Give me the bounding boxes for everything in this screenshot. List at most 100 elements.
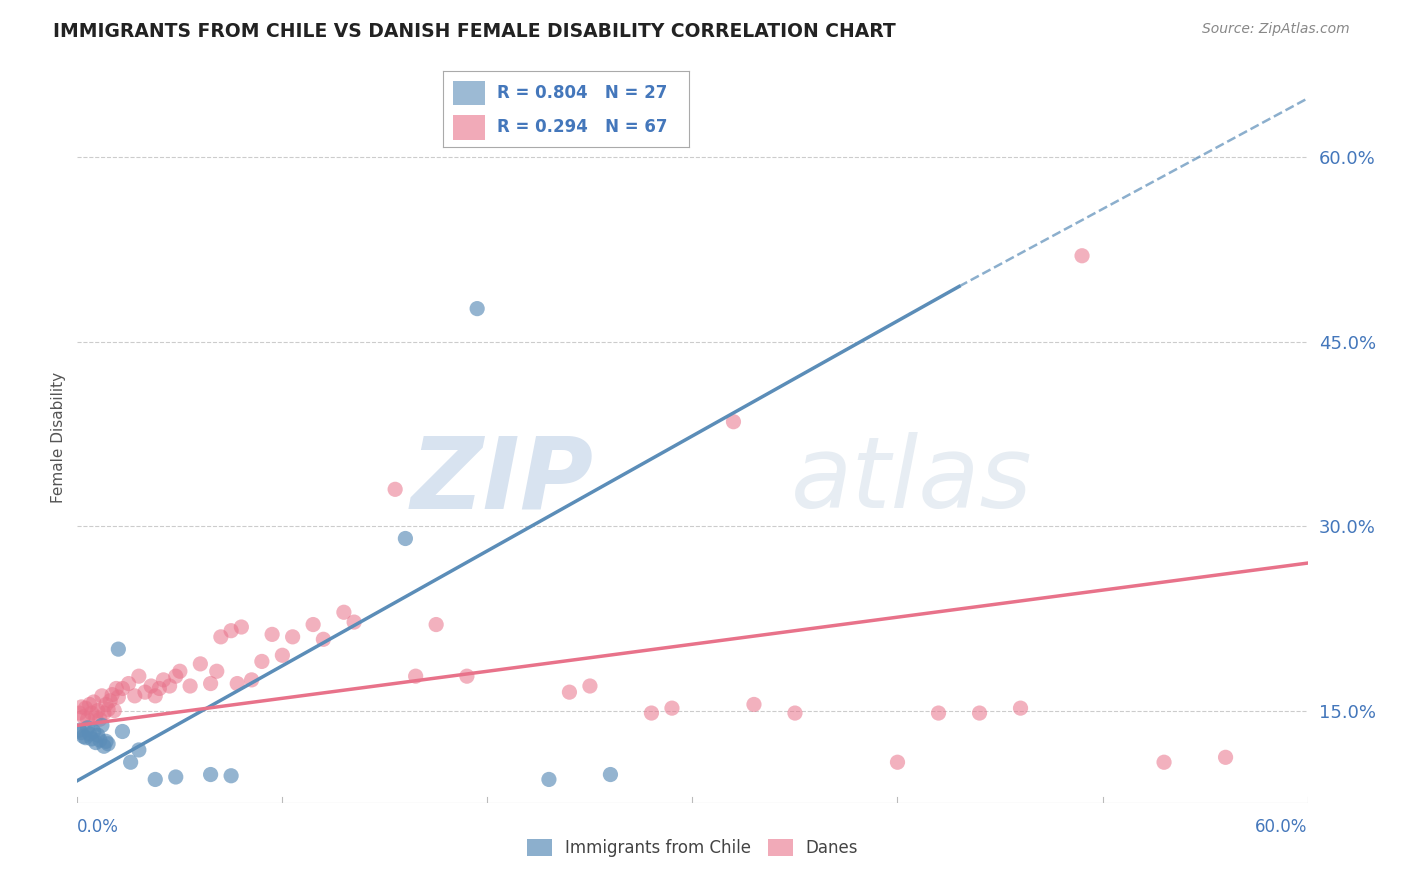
Text: atlas: atlas (792, 433, 1032, 530)
Point (1153, 756, 1175, 770)
Point (97, 702, 120, 716)
Text: Source: ZipAtlas.com: Source: ZipAtlas.com (1202, 22, 1350, 37)
Point (67, 706, 90, 720)
Point (886, 756, 908, 770)
FancyBboxPatch shape (453, 81, 485, 105)
Point (90, 689, 114, 703)
Point (76, 712, 98, 726)
Point (84, 735, 107, 749)
Text: R = 0.294   N = 67: R = 0.294 N = 67 (498, 119, 668, 136)
Point (152, 673, 174, 687)
Text: 60.0%: 60.0% (1256, 818, 1308, 836)
Point (169, 665, 191, 679)
Point (111, 681, 134, 696)
Point (343, 615, 366, 629)
Point (72, 730, 94, 744)
Point (111, 724, 134, 739)
Point (107, 642, 129, 657)
Point (84, 710, 107, 724)
Point (87, 704, 110, 718)
Point (281, 630, 304, 644)
Point (1010, 701, 1032, 715)
Legend: Immigrants from Chile, Danes: Immigrants from Chile, Danes (520, 832, 865, 864)
Point (271, 648, 294, 663)
Point (579, 679, 602, 693)
Point (128, 743, 150, 757)
Point (143, 689, 166, 703)
Point (200, 676, 222, 690)
Text: ZIP: ZIP (411, 433, 595, 530)
Point (928, 706, 950, 720)
Point (117, 676, 139, 690)
Point (90, 718, 114, 732)
Point (79, 727, 101, 741)
Point (124, 689, 146, 703)
Point (83, 724, 105, 739)
Point (209, 630, 232, 644)
Point (94, 734, 117, 748)
Point (105, 681, 128, 696)
Point (89, 712, 111, 726)
Point (599, 767, 621, 781)
Point (250, 655, 273, 669)
Point (141, 679, 163, 693)
Point (165, 770, 187, 784)
Point (1071, 249, 1094, 263)
Point (1215, 750, 1237, 764)
Point (67, 723, 90, 738)
Point (83, 695, 105, 709)
Text: 0.0%: 0.0% (77, 818, 120, 836)
Point (120, 756, 142, 770)
Point (80, 731, 103, 746)
Point (405, 669, 427, 683)
Point (312, 632, 335, 647)
Point (79, 698, 101, 712)
Point (205, 665, 228, 679)
Point (75, 731, 97, 745)
Point (558, 685, 581, 699)
Point (200, 767, 222, 781)
Point (240, 673, 263, 687)
Point (134, 685, 156, 699)
Point (107, 690, 129, 704)
Point (101, 688, 124, 702)
Point (723, 415, 745, 429)
Point (94, 698, 117, 712)
Point (128, 669, 150, 683)
Point (103, 704, 125, 718)
Point (93, 739, 115, 754)
Point (262, 627, 284, 641)
Point (333, 605, 356, 619)
Point (72, 710, 94, 724)
Point (159, 679, 181, 693)
Point (98, 694, 121, 708)
Point (231, 620, 253, 634)
Point (188, 657, 212, 671)
Point (165, 669, 187, 683)
Point (76, 721, 98, 735)
Point (226, 676, 249, 690)
Point (70, 725, 93, 739)
Point (87, 728, 110, 742)
Point (384, 483, 406, 497)
Point (93, 706, 115, 720)
Point (969, 706, 991, 720)
Point (661, 701, 683, 715)
Point (465, 301, 488, 316)
Point (302, 617, 325, 632)
Point (456, 669, 478, 683)
Point (179, 679, 201, 693)
Text: R = 0.804   N = 27: R = 0.804 N = 27 (498, 85, 668, 103)
Point (75, 701, 97, 715)
Point (219, 624, 242, 638)
Point (425, 617, 447, 632)
Point (537, 772, 560, 787)
Point (742, 698, 765, 712)
Point (80, 706, 103, 720)
FancyBboxPatch shape (453, 115, 485, 140)
Point (219, 769, 242, 783)
Point (640, 706, 662, 720)
Point (97, 737, 120, 751)
Point (70, 700, 93, 714)
Point (394, 532, 416, 546)
